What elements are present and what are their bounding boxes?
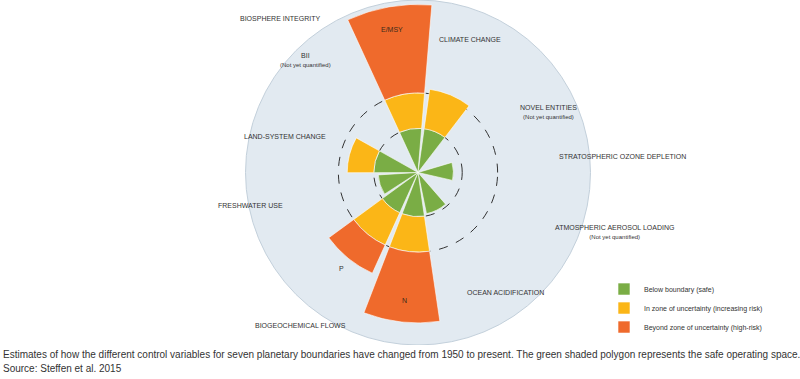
svg-text:P: P — [339, 265, 344, 272]
svg-text:BII(Not yet quantified): BII(Not yet quantified) — [280, 52, 331, 68]
html-text:Estimates of how the different: Estimates of how the different control v… — [3, 349, 800, 360]
svg-text:CLIMATE CHANGE: CLIMATE CHANGE — [439, 36, 501, 43]
html-text:Source: Steffen et al. 2015: Source: Steffen et al. 2015 — [3, 363, 122, 374]
svg-text:FRESHWATER USE: FRESHWATER USE — [218, 202, 283, 209]
svg-text:Beyond zone of uncertainty (hi: Beyond zone of uncertainty (high-risk) — [644, 324, 762, 332]
svg-text:E/MSY: E/MSY — [381, 26, 403, 33]
svg-text:BIOSPHERE INTEGRITY: BIOSPHERE INTEGRITY — [240, 15, 320, 22]
svg-text:ATMOSPHERIC AEROSOL LOADING(No: ATMOSPHERIC AEROSOL LOADING(Not yet quan… — [555, 224, 674, 240]
svg-text:LAND-SYSTEM CHANGE: LAND-SYSTEM CHANGE — [244, 133, 326, 140]
svg-text:In zone of uncertainty (increa: In zone of uncertainty (increasing risk) — [644, 305, 762, 313]
svg-text:Below boundary (safe): Below boundary (safe) — [644, 286, 714, 294]
svg-text:N: N — [402, 297, 407, 304]
svg-text:BIOGEOCHEMICAL FLOWS: BIOGEOCHEMICAL FLOWS — [255, 322, 346, 329]
svg-text:STRATOSPHERIC OZONE DEPLETION: STRATOSPHERIC OZONE DEPLETION — [559, 153, 686, 160]
svg-text:NOVEL ENTITIES(Not yet quantif: NOVEL ENTITIES(Not yet quantified) — [520, 104, 577, 120]
svg-text:OCEAN ACIDIFICATION: OCEAN ACIDIFICATION — [467, 289, 544, 296]
